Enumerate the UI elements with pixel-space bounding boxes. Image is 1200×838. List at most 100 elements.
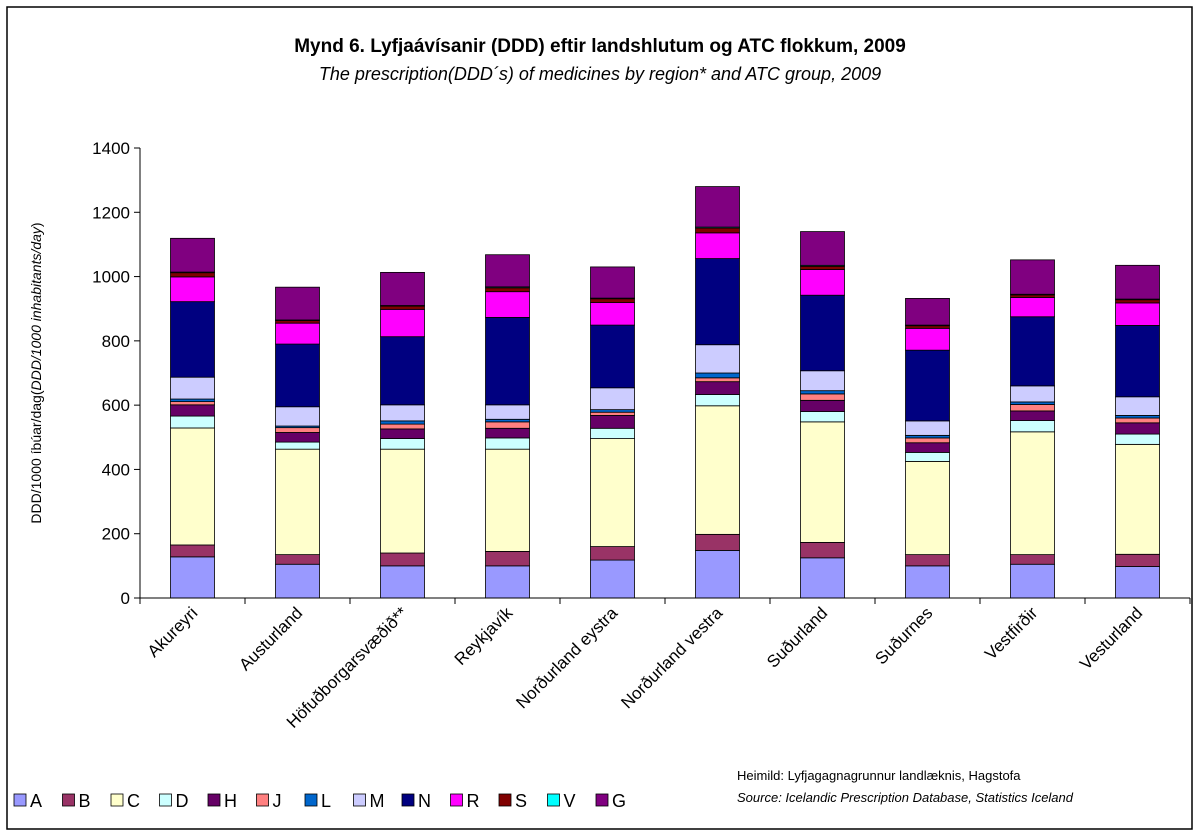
legend-label: S	[515, 791, 527, 811]
bar-segment	[275, 554, 320, 565]
bar-segment	[485, 316, 530, 406]
bar-segment	[380, 305, 425, 310]
legend-swatch	[353, 793, 366, 807]
bar-segment	[1010, 316, 1055, 387]
bar-segment	[590, 298, 635, 304]
bar-segment	[380, 428, 425, 439]
legend-swatch	[304, 793, 318, 807]
bar-segment	[380, 308, 425, 338]
bar-segment	[695, 377, 740, 383]
legend-swatch	[595, 793, 609, 807]
legend-label: L	[321, 791, 331, 811]
bar-segment	[485, 565, 530, 599]
bar-segment	[170, 272, 215, 278]
legend-label: C	[127, 791, 140, 811]
bar-segment	[695, 394, 740, 407]
y-tick-label: 1200	[92, 203, 130, 222]
bar-segment	[275, 448, 320, 556]
bar-segment	[380, 420, 425, 425]
bar-segment	[905, 437, 950, 444]
bar-segment	[380, 404, 425, 422]
legend-label: M	[370, 791, 385, 811]
bar-segment	[1010, 297, 1055, 318]
bar-segment	[485, 437, 530, 450]
bar-segment	[380, 565, 425, 599]
y-tick-label: 200	[102, 525, 130, 544]
y-label-part: )	[28, 222, 44, 227]
bar-segment	[695, 344, 740, 374]
bar-segment	[170, 544, 215, 558]
legend-swatch	[401, 793, 415, 807]
bar-segment	[695, 550, 740, 599]
legend-swatch	[547, 793, 560, 807]
bar-segment	[800, 269, 845, 296]
bar-segment	[905, 442, 950, 453]
legend-swatch	[207, 793, 221, 807]
bar-segment	[1010, 385, 1055, 403]
y-tick-label: 600	[102, 396, 130, 415]
bar-segment	[380, 423, 425, 430]
y-label-part: DDD/1000 íbúar/dag(	[28, 390, 44, 523]
bar-segment	[1115, 566, 1160, 599]
bar-segment	[800, 399, 845, 412]
bar-segment	[275, 322, 320, 345]
bar-segment	[1010, 563, 1055, 599]
legend-label: V	[564, 791, 576, 811]
bar-segment	[590, 559, 635, 599]
legend-label: N	[418, 791, 431, 811]
bar-segment	[1115, 302, 1160, 326]
bar-segment	[590, 302, 635, 326]
bar-segment	[170, 376, 215, 400]
legend-label: B	[79, 791, 91, 811]
bar-segment	[1010, 431, 1055, 556]
bar-segment	[800, 390, 845, 395]
bar-segment	[800, 265, 845, 270]
bar-segment	[1115, 433, 1160, 445]
bar-segment	[1115, 422, 1160, 435]
y-axis-label: DDD/1000 íbúar/dag(DDD/1000 inhabitants/…	[28, 222, 44, 523]
bar-segment	[800, 393, 845, 401]
legend-label: J	[273, 791, 282, 811]
bar-segment	[590, 324, 635, 389]
bar-segment	[275, 563, 320, 599]
bar-segment	[905, 327, 950, 351]
bar-segment	[1115, 325, 1160, 398]
bar-segment	[905, 298, 950, 326]
bar-segment	[275, 432, 320, 443]
bar-segment	[800, 370, 845, 392]
bar-segment	[170, 237, 215, 273]
source-note: Source: Icelandic Prescription Database,…	[737, 790, 1074, 805]
bar-segment	[485, 448, 530, 552]
y-label-part: DDD/1000 inhabitants/day	[28, 226, 44, 390]
bar-segment	[800, 294, 845, 372]
bar-segment	[1010, 404, 1055, 412]
bar-segment	[800, 411, 845, 423]
bar-segment	[590, 387, 635, 411]
bar-segment	[485, 287, 530, 293]
y-tick-label: 0	[121, 589, 130, 608]
bar-segment	[1115, 396, 1160, 416]
bar-segment	[170, 401, 215, 406]
bar-segment	[695, 232, 740, 259]
source-note: Heimild: Lyfjagagnagrunnur landlæknis, H…	[737, 768, 1021, 783]
bar-segment	[695, 405, 740, 535]
bar-segment	[380, 448, 425, 554]
bar-segment	[905, 451, 950, 462]
bar-segment	[170, 415, 215, 429]
bar-segment	[800, 557, 845, 599]
bar-segment	[275, 286, 320, 321]
bar-segment	[380, 552, 425, 567]
bar-segment	[485, 421, 530, 429]
bar-segment	[695, 381, 740, 395]
bar-segment	[275, 406, 320, 427]
bar-segment	[1010, 420, 1055, 433]
bar-segment	[590, 546, 635, 561]
bar-segment	[170, 301, 215, 378]
bar-segment	[275, 343, 320, 408]
bar-segment	[1010, 410, 1055, 421]
bar-segment	[275, 427, 320, 433]
legend-swatch	[256, 793, 269, 807]
legend-swatch	[110, 793, 124, 807]
bar-segment	[275, 441, 320, 450]
